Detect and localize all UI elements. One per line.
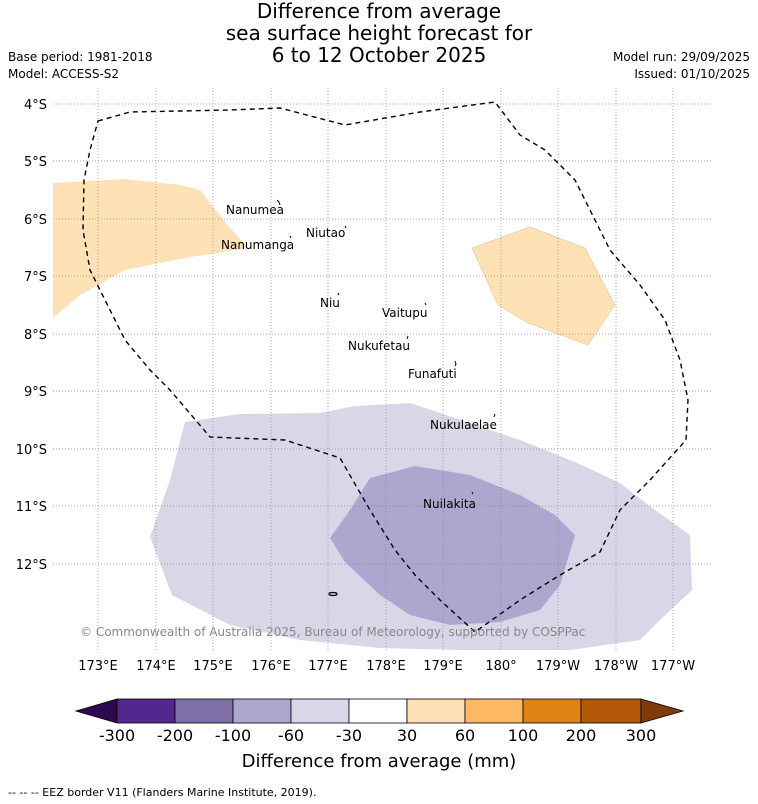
lat-tick: 8°S xyxy=(24,328,47,343)
lon-tick: 173°E xyxy=(78,659,118,674)
colorbar-bin xyxy=(348,698,408,724)
map-title: Difference from average sea surface heig… xyxy=(0,0,758,66)
colorbar-tick: 100 xyxy=(508,726,539,745)
lon-tick: 176°E xyxy=(251,659,291,674)
map-panel: Nanumea Nanumanga Niutao Niu Vaitupu Nuk… xyxy=(16,88,713,674)
island-label-funafuti: Funafuti xyxy=(408,367,457,381)
anomaly-patch-positive-west xyxy=(53,179,248,318)
island-mark-nanumea xyxy=(276,199,281,206)
issued-date: Issued: 01/10/2025 xyxy=(634,67,750,81)
lon-tick: 177°E xyxy=(308,659,348,674)
lon-tick: 178°W xyxy=(594,659,638,674)
island-mark-niutao xyxy=(344,225,347,229)
island-mark-niu xyxy=(337,292,340,296)
island-mark-funafuti xyxy=(454,360,457,367)
island-label-nuilakita: Nuilakita xyxy=(423,497,476,511)
island-label-nukulaelae: Nukulaelae xyxy=(430,418,497,432)
lat-tick: 5°S xyxy=(24,155,47,170)
colorbar-bin xyxy=(406,698,466,724)
title-line-2: sea surface height forecast for xyxy=(225,21,533,45)
lon-tick: 175°E xyxy=(193,659,233,674)
lat-tick: 4°S xyxy=(24,98,47,113)
colorbar-extend-high xyxy=(640,698,685,724)
lon-tick: 180° xyxy=(485,659,516,674)
colorbar: -300 -200 -100 -60 -30 30 60 100 200 300… xyxy=(74,698,685,772)
colorbar-bin xyxy=(580,698,642,724)
meta-right: Model run: 29/09/2025 Issued: 01/10/2025 xyxy=(613,49,750,83)
island-mark-vaitupu xyxy=(424,302,427,306)
island-label-nanumea: Nanumea xyxy=(226,203,284,217)
title-line-3: 6 to 12 October 2025 xyxy=(271,43,487,67)
island-label-niu: Niu xyxy=(320,296,340,310)
lon-tick: 174°E xyxy=(136,659,176,674)
eez-footnote: -- -- -- EEZ border V11 (Flanders Marine… xyxy=(8,786,317,799)
copyright-note: © Commonwealth of Australia 2025, Bureau… xyxy=(80,625,585,639)
colorbar-bin xyxy=(464,698,524,724)
model-name: Model: ACCESS-S2 xyxy=(8,67,120,81)
colorbar-tick: 60 xyxy=(455,726,475,745)
colorbar-tick: 30 xyxy=(397,726,417,745)
island-label-nanumanga: Nanumanga xyxy=(221,238,294,252)
meta-left: Base period: 1981-2018 Model: ACCESS-S2 xyxy=(8,49,153,83)
lon-tick: 179°W xyxy=(536,659,580,674)
base-period: Base period: 1981-2018 xyxy=(8,50,153,64)
lon-tick: 177°W xyxy=(651,659,695,674)
colorbar-tick: 300 xyxy=(626,726,657,745)
island-mark-nuilakita xyxy=(471,491,474,495)
model-run: Model run: 29/09/2025 xyxy=(612,50,750,64)
lon-tick: 179°E xyxy=(423,659,463,674)
colorbar-bin xyxy=(232,698,292,724)
island-label-nukufetau: Nukufetau xyxy=(348,339,410,353)
island-label-vaitupu: Vaitupu xyxy=(382,306,428,320)
colorbar-bin xyxy=(174,698,234,724)
eez-border xyxy=(82,101,689,633)
colorbar-extend-low xyxy=(74,698,118,724)
lon-tick-labels: 173°E 174°E 175°E 176°E 177°E 178°E 179°… xyxy=(78,659,695,674)
lat-tick: 10°S xyxy=(16,443,47,458)
lon-tick: 178°E xyxy=(366,659,406,674)
island-markers xyxy=(276,199,496,597)
colorbar-tick: -200 xyxy=(157,726,193,745)
lat-tick: 12°S xyxy=(16,558,47,573)
anomaly-patch-positive-east xyxy=(471,226,616,346)
anomaly-patch-negative-medium xyxy=(330,466,575,625)
lat-tick: 11°S xyxy=(16,500,47,515)
colorbar-tick: -30 xyxy=(336,726,362,745)
colorbar-tick: -100 xyxy=(215,726,251,745)
colorbar-tick: -300 xyxy=(99,726,135,745)
island-mark-nukulaelae xyxy=(493,413,496,418)
colorbar-tick: -60 xyxy=(278,726,304,745)
lat-tick: 7°S xyxy=(24,270,47,285)
colorbar-bin xyxy=(116,698,176,724)
lat-tick: 9°S xyxy=(24,385,47,400)
colorbar-label: Difference from average (mm) xyxy=(242,751,517,772)
island-mark-nukufetau xyxy=(406,335,409,340)
colorbar-tick: 200 xyxy=(566,726,597,745)
colorbar-bin xyxy=(290,698,350,724)
island-labels: Nanumea Nanumanga Niutao Niu Vaitupu Nuk… xyxy=(221,203,497,511)
gridlines xyxy=(53,88,713,651)
island-mark-nanumanga xyxy=(289,235,292,239)
lat-tick-labels: 4°S 5°S 6°S 7°S 8°S 9°S 10°S 11°S 12°S xyxy=(16,98,47,573)
title-line-1: Difference from average xyxy=(256,0,502,23)
island-label-niutao: Niutao xyxy=(306,226,345,240)
island-mark-reef xyxy=(328,591,338,597)
colorbar-bin xyxy=(522,698,582,724)
lat-tick: 6°S xyxy=(24,213,47,228)
